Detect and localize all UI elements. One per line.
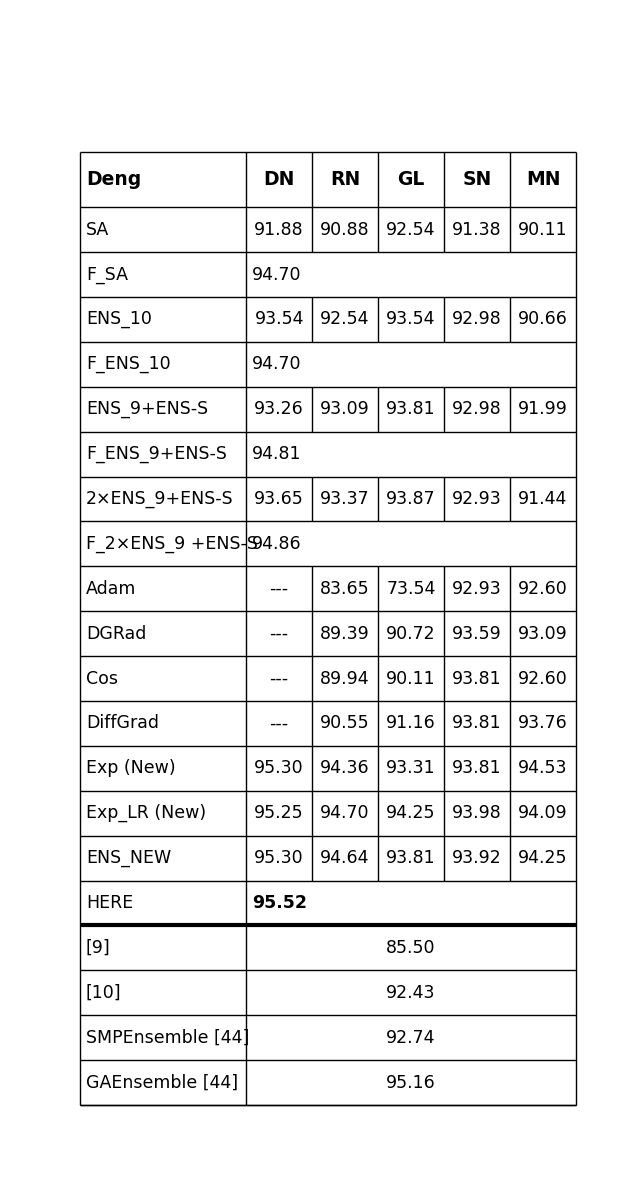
Text: ENS_NEW: ENS_NEW (86, 849, 171, 867)
Text: DGRad: DGRad (86, 625, 147, 643)
Text: 90.72: 90.72 (387, 625, 436, 643)
Text: 94.64: 94.64 (321, 849, 370, 867)
Text: 93.59: 93.59 (452, 625, 502, 643)
Text: 93.81: 93.81 (452, 670, 502, 688)
Text: F_2×ENS_9 +ENS-S: F_2×ENS_9 +ENS-S (86, 535, 258, 553)
Text: ---: --- (269, 670, 289, 688)
Text: 93.65: 93.65 (254, 490, 304, 508)
Text: DiffGrad: DiffGrad (86, 714, 159, 732)
Text: 91.99: 91.99 (518, 400, 568, 418)
Text: 92.54: 92.54 (387, 221, 436, 239)
Text: 92.43: 92.43 (387, 983, 436, 1001)
Text: 92.93: 92.93 (452, 579, 502, 597)
Text: SN: SN (463, 169, 492, 189)
Text: Exp_LR (New): Exp_LR (New) (86, 804, 206, 822)
Text: 92.60: 92.60 (518, 579, 568, 597)
Text: SA: SA (86, 221, 109, 239)
Text: DN: DN (264, 169, 295, 189)
Text: F_ENS_10: F_ENS_10 (86, 356, 171, 374)
Text: 73.54: 73.54 (387, 579, 436, 597)
Text: 94.70: 94.70 (252, 266, 301, 284)
Text: 94.36: 94.36 (320, 760, 370, 778)
Text: 92.93: 92.93 (452, 490, 502, 508)
Text: MN: MN (526, 169, 560, 189)
Text: Exp (New): Exp (New) (86, 760, 175, 778)
Text: 94.81: 94.81 (252, 445, 301, 463)
Text: 93.09: 93.09 (518, 625, 568, 643)
Text: SMPEnsemble [44]: SMPEnsemble [44] (86, 1029, 250, 1047)
Text: F_SA: F_SA (86, 266, 128, 284)
Text: 90.66: 90.66 (518, 310, 568, 328)
Text: Deng: Deng (86, 169, 141, 189)
Text: 94.70: 94.70 (321, 804, 370, 822)
Text: 94.70: 94.70 (252, 356, 301, 374)
Text: 92.54: 92.54 (321, 310, 370, 328)
Text: [10]: [10] (86, 983, 122, 1001)
Text: ---: --- (269, 579, 289, 597)
Text: ENS_9+ENS-S: ENS_9+ENS-S (86, 400, 208, 418)
Text: [9]: [9] (86, 939, 111, 957)
Text: 2×ENS_9+ENS-S: 2×ENS_9+ENS-S (86, 490, 234, 508)
Text: 94.09: 94.09 (518, 804, 568, 822)
Text: 89.94: 89.94 (320, 670, 370, 688)
Text: 92.60: 92.60 (518, 670, 568, 688)
Text: 93.09: 93.09 (320, 400, 370, 418)
Text: 92.98: 92.98 (452, 310, 502, 328)
Text: 93.87: 93.87 (387, 490, 436, 508)
Text: 91.38: 91.38 (452, 221, 502, 239)
Text: 93.26: 93.26 (254, 400, 304, 418)
Text: 95.16: 95.16 (386, 1073, 436, 1091)
Text: 95.30: 95.30 (254, 760, 304, 778)
Text: 93.31: 93.31 (387, 760, 436, 778)
Text: 91.88: 91.88 (254, 221, 304, 239)
Text: 93.81: 93.81 (387, 400, 436, 418)
Text: 93.76: 93.76 (518, 714, 568, 732)
Text: ---: --- (269, 625, 289, 643)
Text: 95.30: 95.30 (254, 849, 304, 867)
Text: 93.81: 93.81 (452, 760, 502, 778)
Text: 83.65: 83.65 (320, 579, 370, 597)
Text: 92.98: 92.98 (452, 400, 502, 418)
Text: 95.25: 95.25 (254, 804, 304, 822)
Text: 92.74: 92.74 (387, 1029, 436, 1047)
Text: 93.81: 93.81 (387, 849, 436, 867)
Text: 89.39: 89.39 (320, 625, 370, 643)
Text: 93.54: 93.54 (387, 310, 436, 328)
Text: 94.25: 94.25 (518, 849, 568, 867)
Text: 93.81: 93.81 (452, 714, 502, 732)
Text: RN: RN (330, 169, 360, 189)
Text: 91.16: 91.16 (386, 714, 436, 732)
Text: 94.86: 94.86 (252, 535, 301, 553)
Text: 93.92: 93.92 (452, 849, 502, 867)
Text: 91.44: 91.44 (518, 490, 568, 508)
Text: 90.11: 90.11 (518, 221, 568, 239)
Text: 93.37: 93.37 (320, 490, 370, 508)
Text: ---: --- (269, 714, 289, 732)
Text: ENS_10: ENS_10 (86, 310, 152, 328)
Text: 94.25: 94.25 (387, 804, 436, 822)
Text: F_ENS_9+ENS-S: F_ENS_9+ENS-S (86, 445, 227, 463)
Text: 95.52: 95.52 (252, 894, 307, 912)
Text: 90.11: 90.11 (387, 670, 436, 688)
Text: HERE: HERE (86, 894, 133, 912)
Text: GAEnsemble [44]: GAEnsemble [44] (86, 1073, 238, 1091)
Text: 93.98: 93.98 (452, 804, 502, 822)
Text: 90.55: 90.55 (320, 714, 370, 732)
Text: Cos: Cos (86, 670, 118, 688)
Text: 85.50: 85.50 (387, 939, 436, 957)
Text: 90.88: 90.88 (320, 221, 370, 239)
Text: 93.54: 93.54 (254, 310, 304, 328)
Text: Adam: Adam (86, 579, 136, 597)
Text: 94.53: 94.53 (518, 760, 568, 778)
Text: GL: GL (397, 169, 425, 189)
